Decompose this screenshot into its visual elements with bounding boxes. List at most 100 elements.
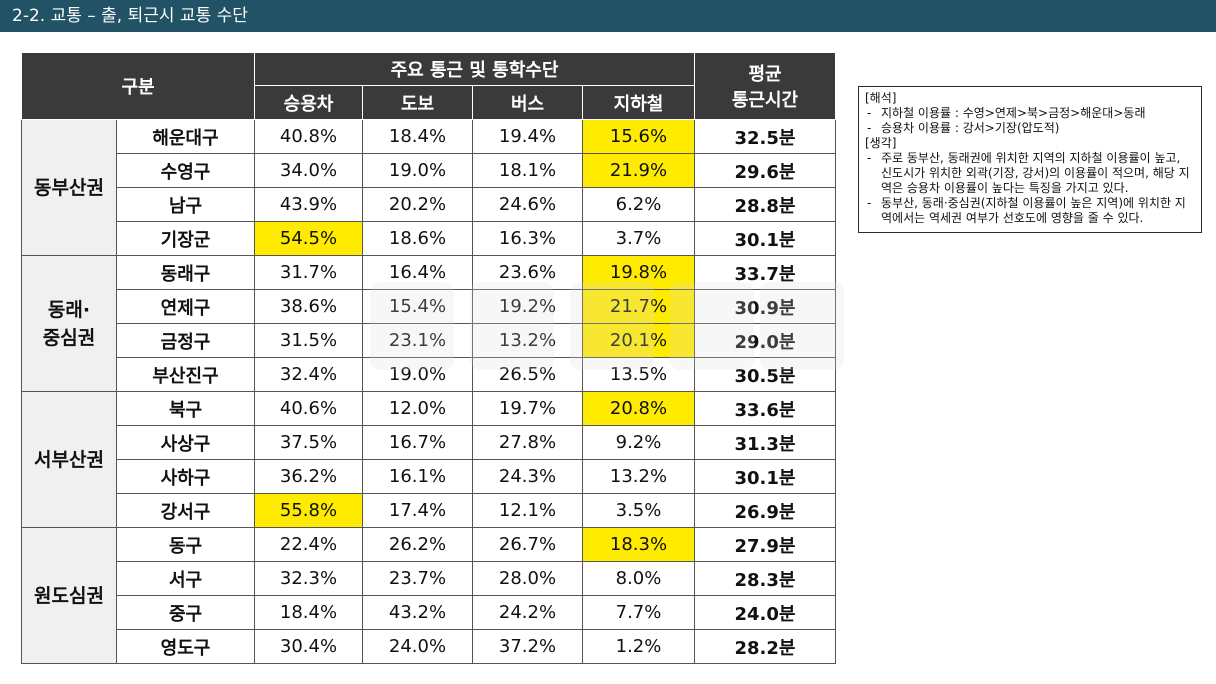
value-cell: 24.6% — [472, 187, 583, 222]
district-cell: 영도구 — [116, 629, 255, 664]
value-cell: 27.8% — [472, 425, 583, 460]
notes-section-title: [해석] — [865, 91, 897, 105]
table-row: 서부산권 북구 40.6% 12.0% 19.7% 20.8% 33.6분 — [21, 391, 836, 528]
value-cell: 16.7% — [362, 425, 473, 460]
notes-item: - 동부산, 동래·중심권(지하철 이용률이 높은 지역)에 위치한 지역에서는 … — [865, 196, 1195, 226]
value-cell: 13.2% — [472, 323, 583, 358]
notes-item-text: 승용차 이용률 : 강서>기장(압도적) — [881, 121, 1060, 135]
avg-time-cell: 26.9분 — [694, 493, 836, 528]
value-cell: 3.7% — [582, 221, 695, 256]
value-cell: 37.5% — [254, 425, 363, 460]
value-cell: 1.2% — [582, 629, 695, 664]
commute-table: 구분 주요 통근 및 통학수단 평균 통근시간 승용차 도보 버스 지하철 동부산권 해… — [21, 52, 836, 664]
value-cell: 23.1% — [362, 323, 473, 358]
value-cell: 43.9% — [254, 187, 363, 222]
value-cell: 32.4% — [254, 357, 363, 392]
value-cell: 13.5% — [582, 357, 695, 392]
avg-time-cell: 30.9분 — [694, 289, 836, 324]
district-cell: 해운대구 — [116, 119, 255, 154]
table-row: 부산진구 32.4% 19.0% 26.5% 13.5% 30.5분 — [22, 357, 836, 392]
notes-item: - 지하철 이용률 : 수영>연제>북>금정>해운대>동래 — [865, 106, 1195, 121]
header-avg-label: 평균 — [748, 64, 782, 85]
value-cell: 32.3% — [254, 561, 363, 596]
table-row: 원도심권 동구 22.4% 26.2% 26.7% 18.3% 27.9분 — [21, 527, 836, 664]
value-cell: 19.0% — [362, 357, 473, 392]
header-mode-3: 지하철 — [582, 85, 695, 120]
table-row: 연제구 38.6% 15.4% 19.2% 21.7% 30.9분 — [22, 289, 836, 324]
header-category: 구분 — [21, 52, 255, 120]
avg-time-cell: 30.1분 — [694, 221, 836, 256]
district-cell: 동구 — [116, 527, 255, 562]
table-row: 동부산권 해운대구 40.8% 18.4% 19.4% 15.6% 32.5분 — [21, 119, 836, 256]
value-cell: 34.0% — [254, 153, 363, 188]
value-cell: 22.4% — [254, 527, 363, 562]
value-cell: 18.6% — [362, 221, 473, 256]
notes-box: [해석] - 지하철 이용률 : 수영>연제>북>금정>해운대>동래 - 승용차 이용률… — [858, 86, 1202, 233]
table-row: 사상구 37.5% 16.7% 27.8% 9.2% 31.3분 — [22, 425, 836, 460]
header-mode-group: 주요 통근 및 통학수단 — [254, 52, 695, 86]
value-cell: 8.0% — [582, 561, 695, 596]
district-cell: 기장군 — [116, 221, 255, 256]
value-cell: 15.6% — [582, 119, 695, 154]
table-row: 남구 43.9% 20.2% 24.6% 6.2% 28.8분 — [22, 187, 836, 222]
value-cell: 16.3% — [472, 221, 583, 256]
header-mode-1: 도보 — [362, 85, 473, 120]
district-cell: 중구 — [116, 595, 255, 630]
value-cell: 21.7% — [582, 289, 695, 324]
notes-item-text: 지하철 이용률 : 수영>연제>북>금정>해운대>동래 — [881, 106, 1146, 120]
value-cell: 37.2% — [472, 629, 583, 664]
value-cell: 19.4% — [472, 119, 583, 154]
table-row: 수영구 34.0% 19.0% 18.1% 21.9% 29.6분 — [22, 153, 836, 188]
value-cell: 31.5% — [254, 323, 363, 358]
value-cell: 20.1% — [582, 323, 695, 358]
value-cell: 24.0% — [362, 629, 473, 664]
value-cell: 26.5% — [472, 357, 583, 392]
header-mode-0: 승용차 — [254, 85, 363, 120]
value-cell: 12.0% — [362, 391, 473, 426]
commute-table-container: 구분 주요 통근 및 통학수단 평균 통근시간 승용차 도보 버스 지하철 동부산권 해… — [21, 52, 836, 664]
value-cell: 31.7% — [254, 255, 363, 290]
district-cell: 동래구 — [116, 255, 255, 290]
value-cell: 19.7% — [472, 391, 583, 426]
page-title: 2-2. 교통 – 출, 퇴근시 교통 수단 — [12, 6, 248, 26]
value-cell: 6.2% — [582, 187, 695, 222]
header-avg-time: 평균 통근시간 — [694, 52, 836, 120]
value-cell: 18.1% — [472, 153, 583, 188]
value-cell: 13.2% — [582, 459, 695, 494]
header-mode-2: 버스 — [472, 85, 583, 120]
region-cell: 원도심권 — [21, 527, 117, 664]
district-cell: 연제구 — [116, 289, 255, 324]
notes-item: - 주로 동부산, 동래권에 위치한 지역의 지하철 이용률이 높고, 신도시가 … — [865, 151, 1195, 196]
avg-time-cell: 30.1분 — [694, 459, 836, 494]
value-cell: 23.7% — [362, 561, 473, 596]
value-cell: 24.2% — [472, 595, 583, 630]
district-cell: 남구 — [116, 187, 255, 222]
district-cell: 사하구 — [116, 459, 255, 494]
avg-time-cell: 27.9분 — [694, 527, 836, 562]
table-row: 사하구 36.2% 16.1% 24.3% 13.2% 30.1분 — [22, 459, 836, 494]
value-cell: 26.2% — [362, 527, 473, 562]
avg-time-cell: 24.0분 — [694, 595, 836, 630]
value-cell: 40.8% — [254, 119, 363, 154]
notes-item-text: 주로 동부산, 동래권에 위치한 지역의 지하철 이용률이 높고, 신도시가 위… — [881, 151, 1190, 195]
avg-time-cell: 28.3분 — [694, 561, 836, 596]
avg-time-cell: 31.3분 — [694, 425, 836, 460]
value-cell: 21.9% — [582, 153, 695, 188]
district-cell: 서구 — [116, 561, 255, 596]
region-cell: 동래· 중심권 — [21, 255, 117, 392]
value-cell: 15.4% — [362, 289, 473, 324]
header-avg-sub: 통근시간 — [731, 90, 799, 111]
avg-time-cell: 33.7분 — [694, 255, 836, 290]
region-cell: 서부산권 — [21, 391, 117, 528]
table-row: 동래· 중심권 동래구 31.7% 16.4% 23.6% 19.8% 33.7분 — [21, 255, 836, 392]
value-cell: 18.3% — [582, 527, 695, 562]
table-row: 기장군 54.5% 18.6% 16.3% 3.7% 30.1분 — [22, 221, 836, 256]
avg-time-cell: 32.5분 — [694, 119, 836, 154]
value-cell: 28.0% — [472, 561, 583, 596]
value-cell: 36.2% — [254, 459, 363, 494]
district-cell: 강서구 — [116, 493, 255, 528]
value-cell: 12.1% — [472, 493, 583, 528]
value-cell: 20.8% — [582, 391, 695, 426]
bullet-dash: - — [867, 196, 872, 210]
value-cell: 17.4% — [362, 493, 473, 528]
